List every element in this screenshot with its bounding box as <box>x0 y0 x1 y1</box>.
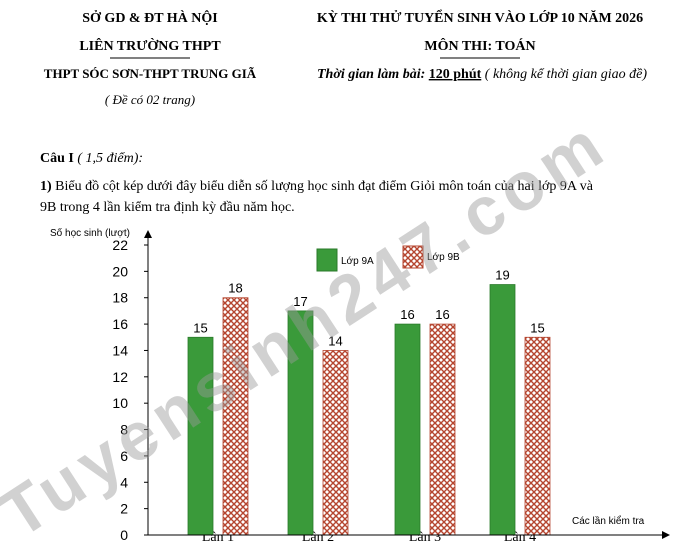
question-head: Câu I ( 1,5 điểm): <box>40 151 143 166</box>
bar <box>429 323 456 536</box>
school-group: LIÊN TRƯỜNG THPT <box>79 37 221 54</box>
value-label: 18 <box>228 281 242 296</box>
y-axis-label: Số học sinh (lượt) <box>50 227 130 239</box>
y-tick-label: 14 <box>112 342 128 358</box>
bar <box>322 350 349 536</box>
value-label: 17 <box>293 294 307 309</box>
exam-title: KỲ THI THỬ TUYỂN SINH VÀO LỚP 10 NĂM 202… <box>317 8 643 26</box>
y-tick-label: 22 <box>112 237 128 253</box>
legend-swatch <box>402 245 424 269</box>
y-tick-label: 18 <box>112 290 128 306</box>
legend-label: Lớp 9A <box>341 256 374 267</box>
time-note: ( không kể thời gian giao đề) <box>485 67 648 82</box>
bar <box>287 310 314 536</box>
legend-label: Lớp 9B <box>427 252 460 263</box>
value-label: 15 <box>193 320 207 335</box>
y-tick-label: 8 <box>120 422 128 438</box>
question-text: 9B trong 4 lần kiểm tra định kỳ đầu năm … <box>40 200 295 215</box>
y-tick-label: 12 <box>112 369 128 385</box>
value-label: 14 <box>328 333 342 348</box>
value-label: 15 <box>530 320 544 335</box>
question-points: ( 1,5 điểm): <box>77 151 143 166</box>
question-text: Biểu đồ cột kép dưới đây biểu diễn số lư… <box>55 179 594 194</box>
x-axis-label: Các lần kiểm tra <box>572 515 645 527</box>
y-tick-label: 10 <box>112 395 128 411</box>
subject: MÔN THI: TOÁN <box>424 37 535 54</box>
time-line: Thời gian làm bài: 120 phút ( không kể t… <box>317 67 647 82</box>
question-title: Câu I <box>40 151 74 166</box>
schools: THPT SÓC SƠN-THPT TRUNG GIÃ <box>44 66 257 81</box>
value-label: 19 <box>495 268 509 283</box>
y-tick-label: 2 <box>120 501 128 517</box>
part-number: 1) <box>40 179 52 194</box>
legend-swatch <box>316 248 338 272</box>
dept: SỞ GD & ĐT HÀ NỘI <box>82 9 217 26</box>
value-label: 16 <box>435 307 449 322</box>
time-value: 120 phút <box>429 67 482 82</box>
question-line: 1) Biểu đồ cột kép dưới đây biểu diễn số… <box>40 179 594 194</box>
y-tick-label: 16 <box>112 316 128 332</box>
y-tick-label: 6 <box>120 448 128 464</box>
y-tick-label: 20 <box>112 263 128 279</box>
pages-note: ( Đề có 02 trang) <box>105 92 195 107</box>
y-tick-label: 0 <box>120 527 128 543</box>
value-label: 16 <box>400 307 414 322</box>
y-tick-label: 4 <box>120 474 128 490</box>
bar <box>394 323 421 536</box>
bar <box>524 336 551 536</box>
bar <box>489 284 516 536</box>
bar <box>222 297 249 536</box>
time-label: Thời gian làm bài: <box>317 67 425 82</box>
